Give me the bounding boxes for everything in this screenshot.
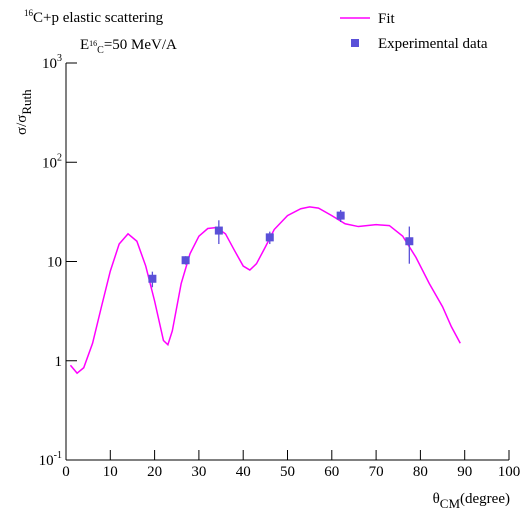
annotation-sub: C [97, 45, 104, 56]
y-axis-label: σ/σRuth [14, 89, 34, 135]
annotation-text: E [80, 37, 89, 53]
legend-marker [351, 39, 359, 47]
x-tick-label: 60 [324, 464, 339, 480]
y-tick-exponent: -1 [54, 450, 62, 461]
title-text: C+p elastic scattering [33, 10, 164, 26]
y-tick-base: 10 [39, 453, 54, 469]
data-point [405, 237, 414, 246]
x-tick-label: 10 [103, 464, 118, 480]
x-axis-label: θCM(degree) [433, 491, 510, 511]
legend-label: Experimental data [378, 36, 488, 52]
y-label-sub: Ruth [19, 89, 34, 115]
fit-line [69, 206, 461, 375]
y-tick-label: 1 [55, 354, 63, 370]
x-tick-label: 30 [191, 464, 206, 480]
x-tick-label: 0 [62, 464, 70, 480]
x-label-sub: CM [440, 496, 461, 511]
x-tick-label: 20 [147, 464, 162, 480]
x-tick-label: 70 [369, 464, 384, 480]
y-tick-exponent: 3 [57, 53, 62, 64]
annotation: E16C=50 MeV/A [80, 37, 177, 56]
annotation-sup: 16 [89, 39, 97, 48]
annotation-rest: =50 MeV/A [104, 37, 177, 53]
y-tick-label: 102 [42, 152, 62, 171]
x-tick-label: 100 [498, 464, 521, 480]
x-tick-label: 80 [413, 464, 428, 480]
y-tick-label: 10-1 [39, 450, 62, 469]
y-label-text: σ/σ [14, 115, 30, 135]
data-point [336, 211, 345, 220]
y-tick-base: 1 [55, 354, 63, 370]
y-tick-label: 103 [42, 53, 62, 72]
x-tick-label: 50 [280, 464, 295, 480]
y-tick-base: 10 [42, 155, 57, 171]
x-label-text: θ [433, 491, 440, 507]
y-tick-exponent: 2 [57, 152, 62, 163]
data-point [148, 274, 157, 283]
y-tick-base: 10 [47, 255, 62, 271]
x-tick-label: 40 [236, 464, 251, 480]
x-tick-label: 90 [457, 464, 472, 480]
data-point [265, 233, 274, 242]
data-point [181, 256, 190, 265]
legend-label: Fit [378, 11, 396, 27]
y-tick-base: 10 [42, 56, 57, 72]
title-sup: 16 [24, 8, 34, 18]
y-tick-label: 10 [47, 255, 62, 271]
chart-title: 16C+p elastic scattering [24, 8, 164, 26]
data-point [214, 226, 223, 235]
x-label-rest: (degree) [460, 491, 510, 507]
